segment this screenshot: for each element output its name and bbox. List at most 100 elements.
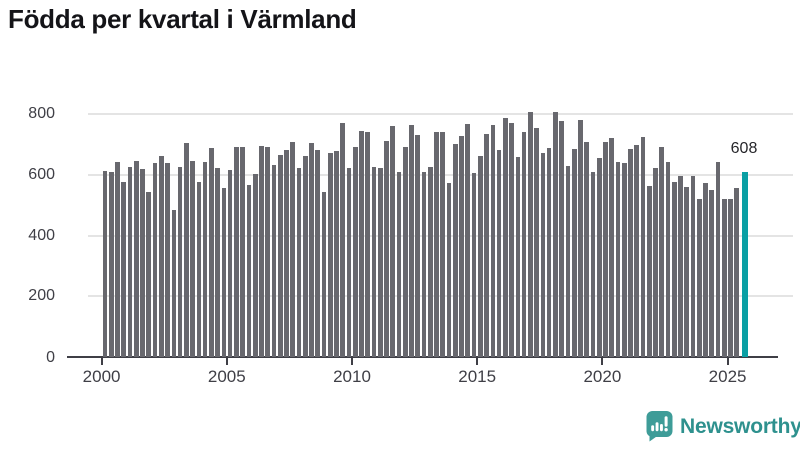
bar bbox=[196, 181, 202, 357]
bar bbox=[653, 168, 658, 357]
bar bbox=[365, 132, 371, 357]
bar bbox=[277, 154, 283, 357]
bar bbox=[427, 167, 433, 357]
bar bbox=[465, 124, 471, 357]
x-axis-tick-label: 2010 bbox=[333, 367, 371, 386]
bar bbox=[296, 168, 302, 357]
x-axis-tick bbox=[726, 358, 729, 365]
bar bbox=[615, 161, 621, 357]
bar bbox=[578, 120, 583, 357]
bar bbox=[140, 168, 145, 357]
bar bbox=[415, 134, 421, 357]
bar bbox=[302, 155, 308, 357]
bar bbox=[177, 167, 183, 357]
bar bbox=[284, 149, 289, 357]
bar bbox=[327, 153, 333, 357]
bar bbox=[421, 171, 427, 357]
bar bbox=[371, 167, 377, 357]
bar bbox=[534, 127, 539, 357]
bar bbox=[621, 162, 627, 357]
x-axis-tick bbox=[476, 358, 479, 365]
bar bbox=[478, 155, 483, 357]
bar bbox=[553, 112, 558, 357]
bar bbox=[409, 124, 414, 357]
bar bbox=[133, 160, 139, 357]
bar bbox=[215, 168, 220, 357]
bar bbox=[546, 148, 552, 357]
y-axis-tick-label: 0 bbox=[46, 349, 55, 366]
bar bbox=[234, 146, 239, 357]
bar bbox=[696, 199, 702, 357]
bar bbox=[609, 138, 615, 357]
bar bbox=[446, 182, 452, 357]
bar bbox=[252, 174, 258, 357]
newsworthy-icon bbox=[646, 411, 673, 442]
bar bbox=[634, 144, 640, 357]
bar bbox=[309, 142, 314, 357]
bar bbox=[490, 124, 496, 357]
bar bbox=[321, 191, 327, 357]
last-value-label: 608 bbox=[730, 140, 758, 157]
bar bbox=[315, 149, 321, 357]
bar bbox=[221, 188, 227, 357]
x-axis-tick bbox=[225, 358, 228, 365]
bar bbox=[202, 162, 208, 357]
y-axis-tick-label: 400 bbox=[28, 226, 55, 244]
newsworthy-wordmark: Newsworthy bbox=[680, 414, 800, 438]
bar bbox=[390, 126, 396, 357]
bar bbox=[434, 131, 439, 357]
bar bbox=[721, 199, 727, 357]
bar bbox=[146, 192, 152, 357]
bar bbox=[259, 145, 264, 357]
bar bbox=[540, 152, 546, 357]
bar bbox=[571, 148, 577, 357]
bar bbox=[209, 148, 214, 357]
bar bbox=[265, 146, 271, 357]
bar bbox=[503, 117, 508, 357]
gridline bbox=[88, 113, 793, 115]
bar bbox=[515, 156, 521, 357]
x-axis-tick-label: 2025 bbox=[708, 367, 747, 386]
bar bbox=[659, 147, 665, 357]
bar bbox=[559, 120, 564, 357]
bar bbox=[484, 134, 489, 357]
bar bbox=[496, 150, 502, 357]
y-axis-tick-label: 200 bbox=[28, 287, 55, 305]
highlight-bar bbox=[741, 172, 749, 357]
bar bbox=[440, 131, 446, 357]
bar bbox=[165, 162, 170, 357]
bar bbox=[346, 167, 352, 357]
bar bbox=[171, 209, 177, 357]
y-axis-tick-label: 600 bbox=[28, 165, 55, 183]
bar bbox=[665, 162, 671, 357]
bar bbox=[734, 188, 740, 357]
bar bbox=[359, 130, 364, 357]
bar bbox=[715, 161, 721, 357]
bar bbox=[158, 155, 164, 357]
bar bbox=[184, 142, 189, 357]
bar bbox=[684, 187, 690, 357]
bar bbox=[728, 198, 733, 357]
x-axis-tick-label: 2005 bbox=[207, 367, 246, 386]
bar bbox=[402, 147, 408, 357]
speech-bubble-tail bbox=[649, 433, 658, 442]
bar bbox=[340, 123, 346, 357]
bar bbox=[152, 162, 158, 357]
bar bbox=[703, 182, 708, 357]
bar bbox=[240, 147, 245, 357]
x-axis-tick bbox=[601, 358, 604, 365]
newsworthy-logo[interactable]: Newsworthy bbox=[646, 411, 800, 442]
bar bbox=[596, 158, 602, 357]
bar bbox=[115, 161, 120, 357]
bar bbox=[246, 185, 252, 357]
bar bbox=[471, 172, 477, 357]
bar bbox=[334, 150, 339, 357]
bar bbox=[603, 141, 608, 357]
bar bbox=[628, 148, 633, 357]
bar bbox=[521, 132, 527, 357]
bar bbox=[127, 166, 133, 357]
bar bbox=[709, 189, 715, 357]
bar bbox=[227, 170, 233, 357]
